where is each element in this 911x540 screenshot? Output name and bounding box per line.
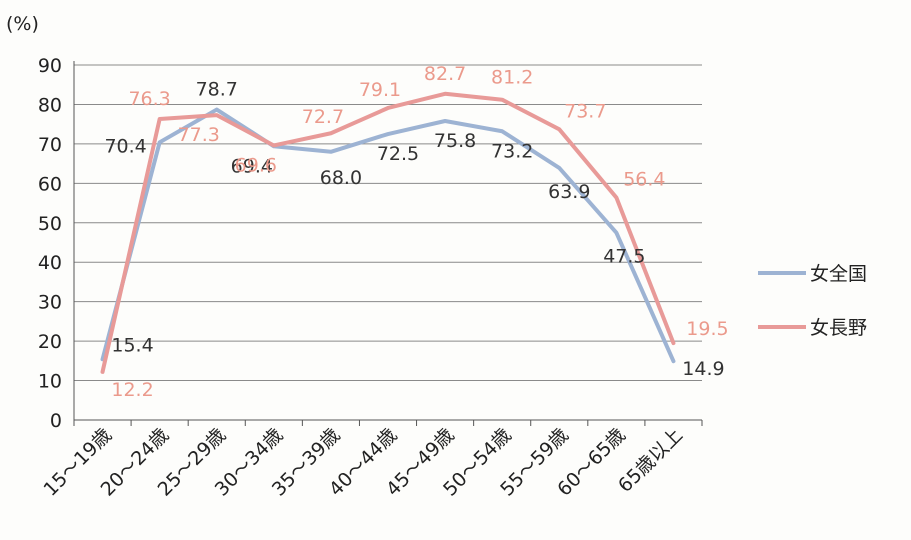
- data-label: 68.0: [320, 167, 362, 189]
- y-unit-label: (%): [6, 13, 39, 35]
- data-label: 72.5: [377, 143, 419, 165]
- data-label: 14.9: [682, 358, 724, 380]
- data-label: 63.9: [548, 181, 590, 203]
- data-label: 12.2: [111, 379, 153, 401]
- series-lines: [100, 91, 676, 374]
- y-tick-label: 90: [38, 55, 62, 77]
- data-label: 76.3: [128, 88, 170, 110]
- data-label: 70.4: [104, 135, 146, 157]
- data-label: 56.4: [623, 169, 665, 191]
- data-label: 81.2: [491, 67, 533, 89]
- data-label: 47.5: [603, 246, 645, 268]
- data-label: 79.1: [359, 79, 401, 101]
- series-line-1: [100, 91, 676, 374]
- legend-label: 女長野: [810, 317, 867, 339]
- y-tick-label: 10: [38, 371, 62, 393]
- y-tick-label: 50: [38, 213, 62, 235]
- data-label: 73.7: [564, 100, 606, 122]
- data-label: 82.7: [424, 63, 466, 85]
- axes: [73, 61, 703, 426]
- data-label: 73.2: [491, 140, 533, 162]
- data-label: 19.5: [686, 318, 728, 340]
- grid-lines: [74, 64, 702, 382]
- data-label: 77.3: [178, 124, 220, 146]
- data-label: 69.4: [231, 155, 273, 177]
- x-tick-labels: 15～19歳20～24歳25～29歳30～34歳35～39歳40～44歳45～4…: [39, 424, 687, 501]
- y-tick-label: 70: [38, 134, 62, 156]
- y-tick-labels: 0 10 20 30 40 50 60 70 80 90: [38, 55, 62, 432]
- y-tick-label: 20: [38, 331, 62, 353]
- data-label: 15.4: [111, 334, 153, 356]
- data-label: 75.8: [434, 130, 476, 152]
- legend-label: 女全国: [810, 263, 867, 285]
- y-tick-label: 60: [38, 173, 62, 195]
- y-tick-label: 80: [38, 94, 62, 116]
- y-tick-label: 40: [38, 252, 62, 274]
- y-tick-label: 0: [50, 410, 62, 432]
- data-labels: 15.4 70.4 78.7 69.4 68.0 72.5 75.8 73.2 63.9 47.5…: [104, 63, 728, 401]
- y-tick-label: 30: [38, 292, 62, 314]
- data-label: 72.7: [302, 106, 344, 128]
- data-label: 78.7: [196, 79, 238, 101]
- series-line-0: [100, 107, 676, 364]
- data-label: 69.6: [235, 154, 277, 176]
